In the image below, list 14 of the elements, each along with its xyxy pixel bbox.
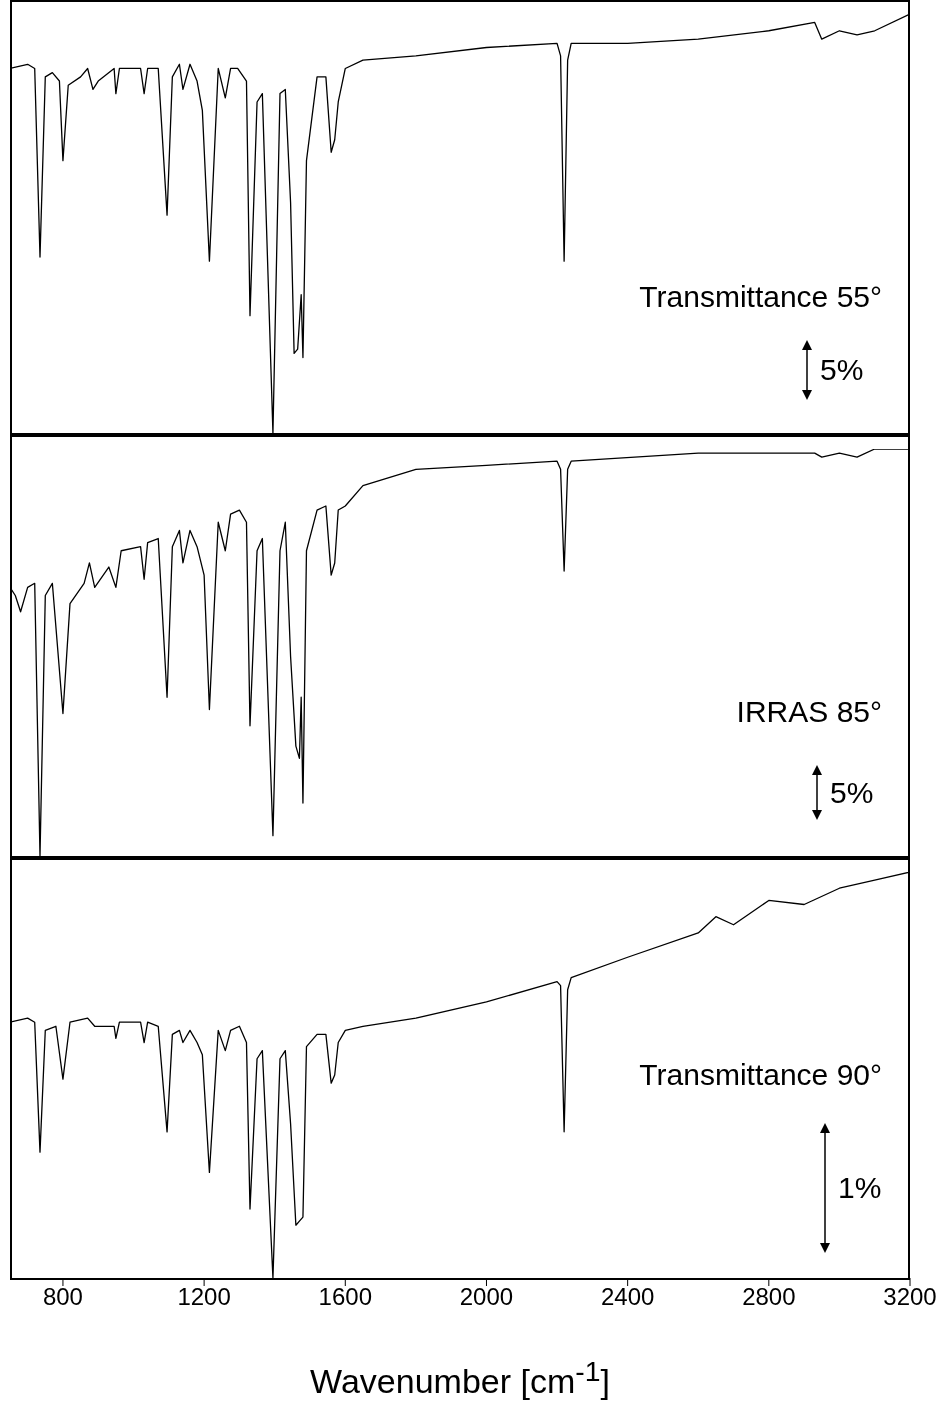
x-tick-label: 3200 xyxy=(883,1283,937,1311)
annotation: Transmittance 55° xyxy=(639,280,882,314)
annotation: Transmittance 90° xyxy=(639,1058,882,1092)
x-axis-title: Wavenumber [cm$^{-1}$] xyxy=(309,1355,611,1402)
x-tick-label: 2000 xyxy=(459,1283,514,1311)
annotation: 5% xyxy=(820,353,864,387)
x-tick-label: 800 xyxy=(42,1283,83,1311)
annotation: 5% xyxy=(830,775,874,810)
annotation: 1% xyxy=(838,1171,882,1205)
x-tick-label: 2400 xyxy=(600,1283,655,1311)
x-tick-label: 1600 xyxy=(318,1283,372,1311)
annotation: IRRAS 85° xyxy=(736,695,882,729)
x-tick-label: 1200 xyxy=(177,1283,231,1311)
x-tick-label: 2800 xyxy=(742,1283,796,1311)
